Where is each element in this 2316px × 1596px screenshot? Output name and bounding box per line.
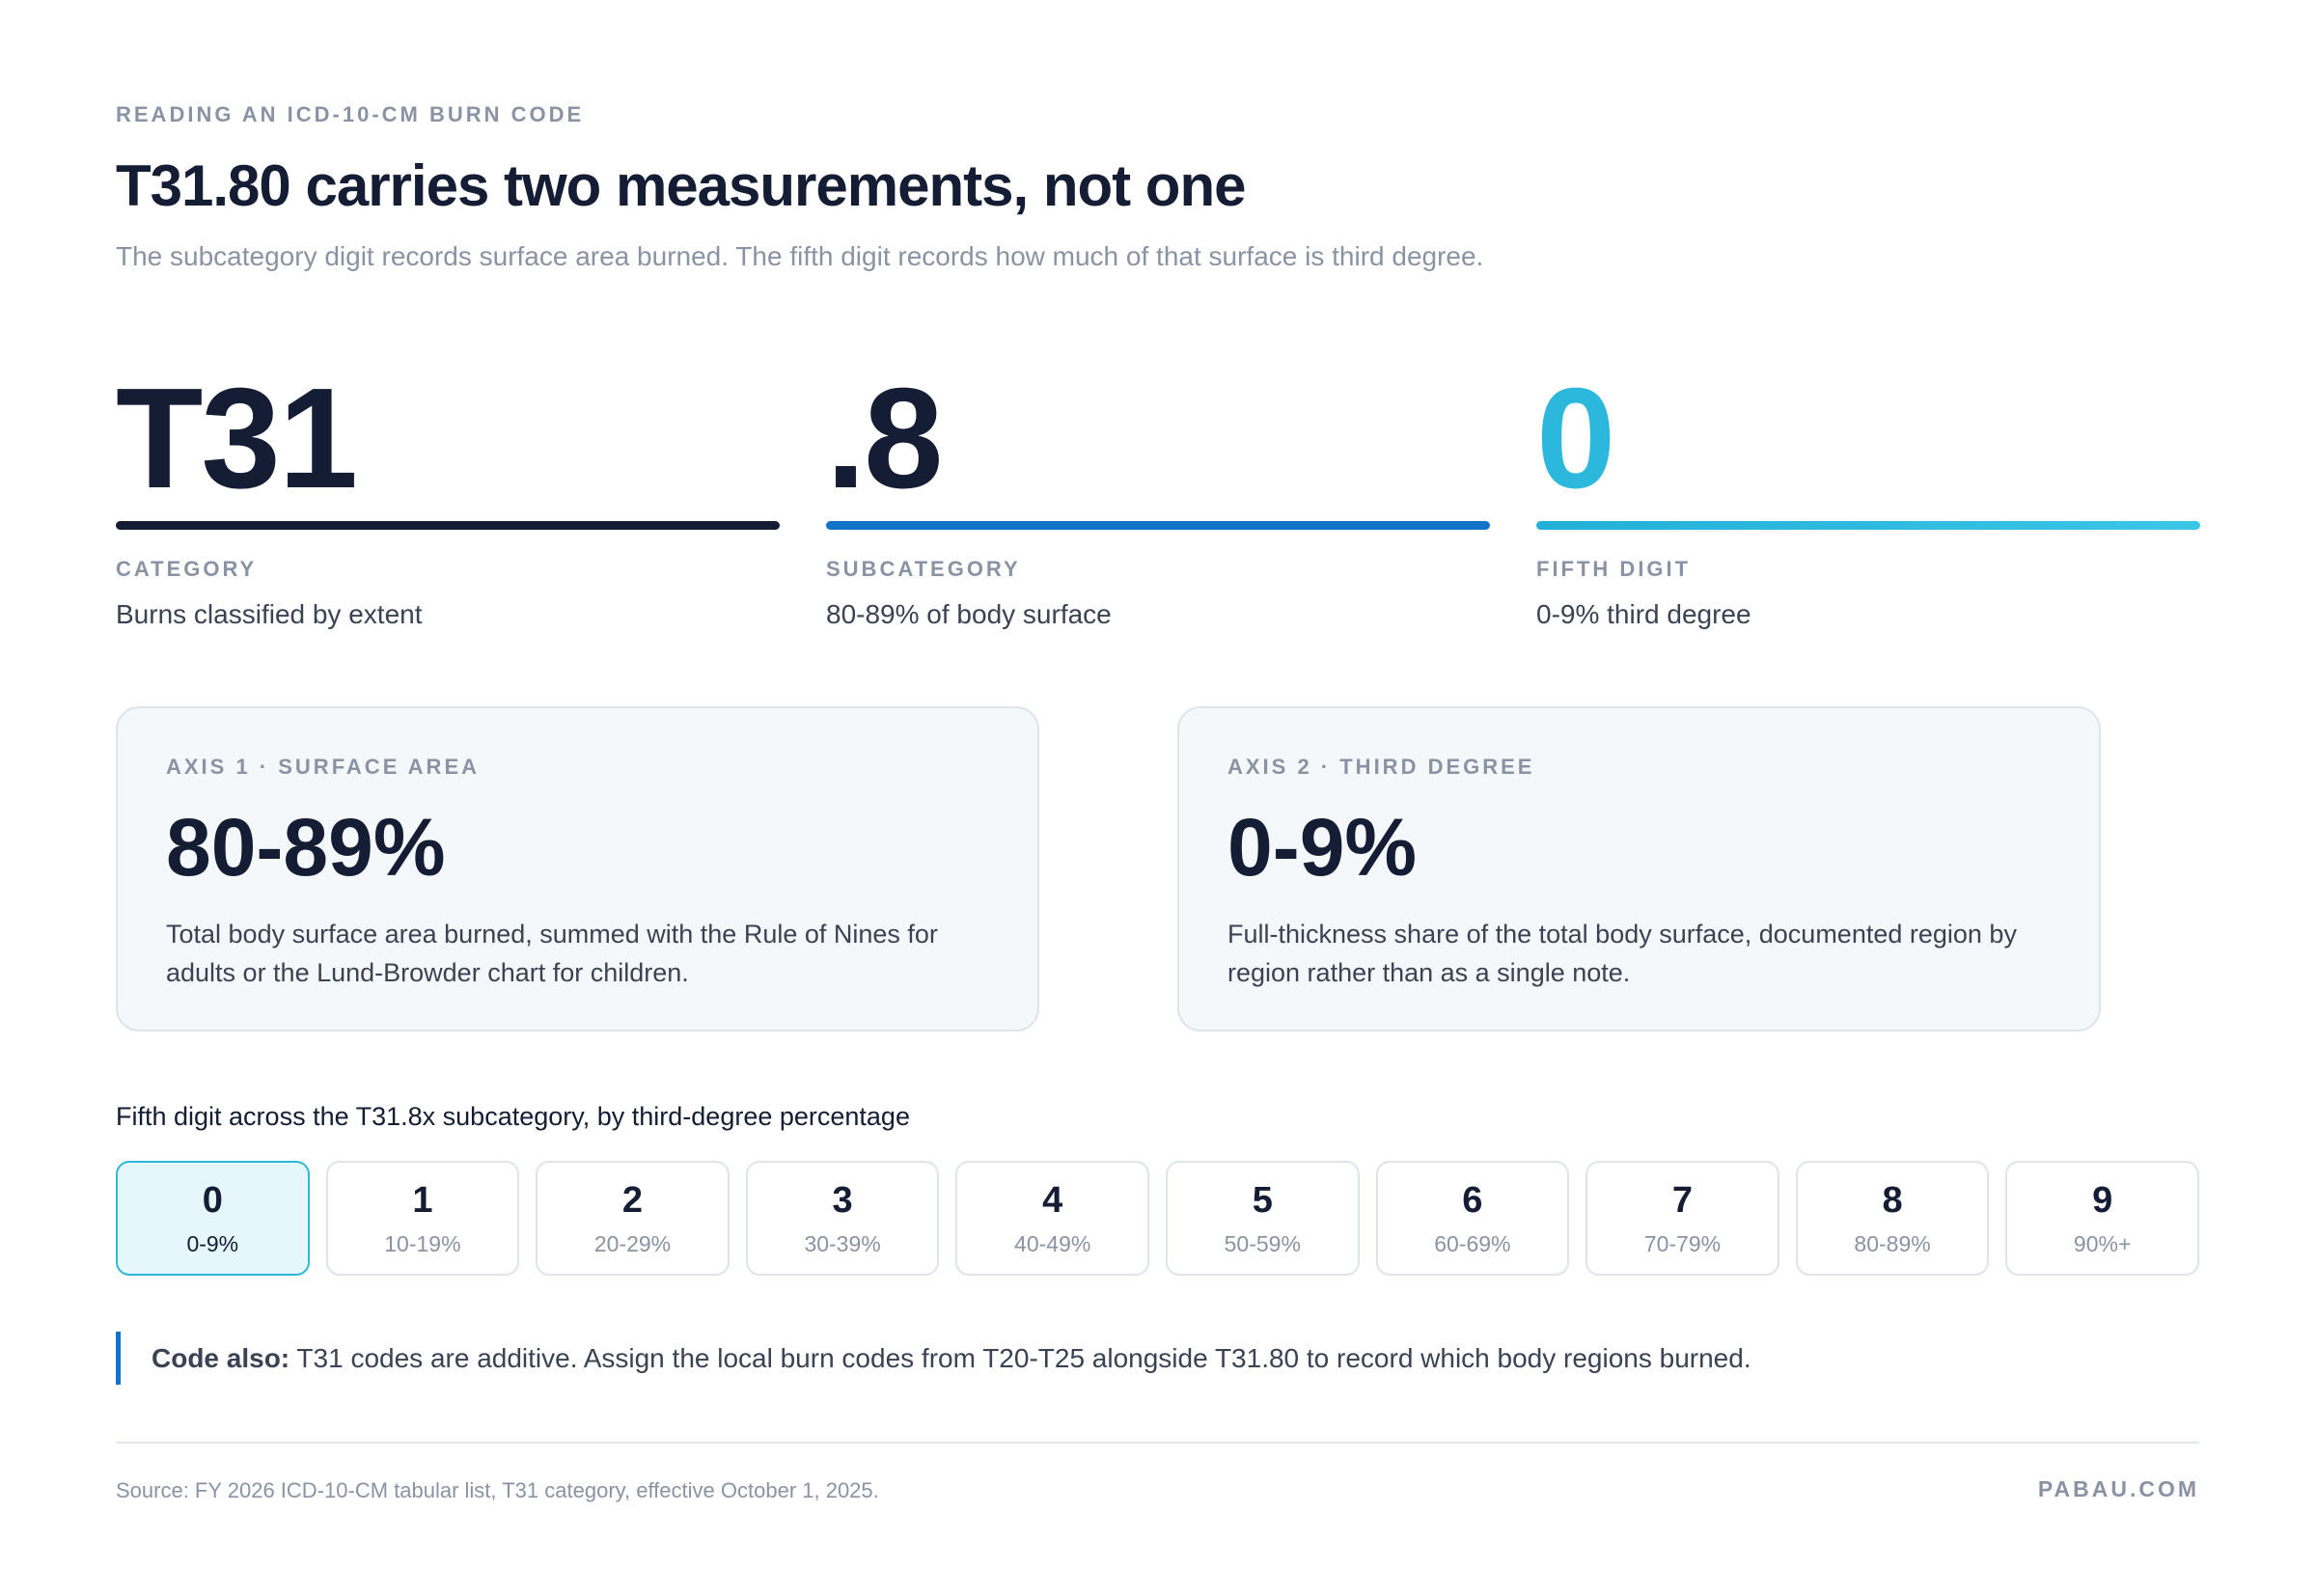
code-text: .8 [826, 359, 943, 518]
digit: 8 [1882, 1180, 1903, 1221]
code-part: 0 FIFTH DIGIT 0-9% third degree [1536, 367, 2200, 630]
digit-cell: 3 30-39% [745, 1161, 940, 1276]
code-label: FIFTH DIGIT [1536, 557, 1692, 581]
code-bar [116, 521, 780, 530]
divider [116, 1442, 2199, 1444]
axis-card: AXIS 2 · THIRD DEGREE 0-9% Full-thicknes… [1177, 706, 2101, 1032]
digit: 0 [202, 1180, 223, 1221]
axis-description: Full-thickness share of the total body s… [1227, 920, 2017, 987]
title: T31.80 carries two measurements, not one [116, 153, 1246, 218]
digit: 5 [1252, 1180, 1273, 1221]
eyebrow: READING AN ICD-10-CM BURN CODE [116, 102, 585, 126]
digit-cell: 9 90%+ [2005, 1161, 2199, 1276]
code-part: T31 CATEGORY Burns classified by extent [116, 367, 780, 630]
digit-range: 90%+ [2073, 1231, 2132, 1256]
code-description: Burns classified by extent [116, 599, 423, 629]
axis-label: AXIS 2 · THIRD DEGREE [1227, 755, 1535, 779]
digit-cell: 7 70-79% [1585, 1161, 1779, 1276]
code-description: 0-9% third degree [1536, 599, 1751, 629]
code-label: CATEGORY [116, 557, 258, 581]
code-part: .8 SUBCATEGORY 80-89% of body surface [826, 367, 1490, 630]
code-bar [826, 521, 1490, 530]
digit-cell: 8 80-89% [1795, 1161, 1990, 1276]
note: Code also: T31 codes are additive. Assig… [116, 1332, 1751, 1385]
digit: 6 [1462, 1180, 1483, 1221]
digit: 1 [412, 1180, 433, 1221]
digit: 7 [1671, 1180, 1694, 1221]
subtitle: The subcategory digit records surface ar… [116, 241, 1484, 271]
digit-range: 60-69% [1434, 1231, 1511, 1256]
digit: 3 [832, 1180, 853, 1221]
digit-range: 80-89% [1854, 1231, 1931, 1256]
digit-cell: 1 10-19% [325, 1161, 520, 1276]
axis-card: AXIS 1 · SURFACE AREA 80-89% Total body … [116, 706, 1039, 1032]
digit-cell: 2 20-29% [536, 1161, 730, 1276]
code-description: 80-89% of body surface [826, 599, 1112, 629]
code-bar [1536, 521, 2200, 530]
digit: 4 [1042, 1180, 1063, 1221]
source: Source: FY 2026 ICD-10-CM tabular list, … [116, 1478, 879, 1502]
note-lead: Code also: [152, 1343, 290, 1373]
digit: 2 [621, 1180, 644, 1221]
brand: PABAU.COM [2037, 1476, 2199, 1501]
digit-range: 70-79% [1643, 1231, 1722, 1256]
axis-value: 0-9% [1227, 802, 1418, 893]
axis-description: Total body surface area burned, summed w… [166, 920, 938, 987]
digit-cell: 6 60-69% [1375, 1161, 1570, 1276]
note-text: T31 codes are additive. Assign the local… [296, 1343, 1751, 1373]
code-label: SUBCATEGORY [826, 557, 1021, 581]
digit-cells: 0 0-9% 1 10-19% 2 20-29% 3 30-39% 4 40-49% 5 50-59%… [116, 1161, 2199, 1276]
digit-range: 0-9% [186, 1231, 239, 1256]
code-text: T31 [116, 359, 358, 518]
digit: 9 [2092, 1180, 2113, 1221]
digit-range: 40-49% [1014, 1231, 1091, 1256]
axis-label: AXIS 1 · SURFACE AREA [166, 755, 481, 779]
digit-cell: 0 0-9% [116, 1161, 310, 1276]
digits-heading: Fifth digit across the T31.8x subcategor… [116, 1102, 910, 1131]
axis-value: 80-89% [166, 802, 446, 893]
digit-cell: 4 40-49% [955, 1161, 1149, 1276]
digit-range: 30-39% [804, 1231, 881, 1256]
code-text: 0 [1536, 359, 1615, 518]
digit-range: 20-29% [593, 1231, 672, 1256]
digit-range: 50-59% [1224, 1231, 1301, 1256]
digit-range: 10-19% [384, 1231, 461, 1256]
digit-cell: 5 50-59% [1165, 1161, 1360, 1276]
